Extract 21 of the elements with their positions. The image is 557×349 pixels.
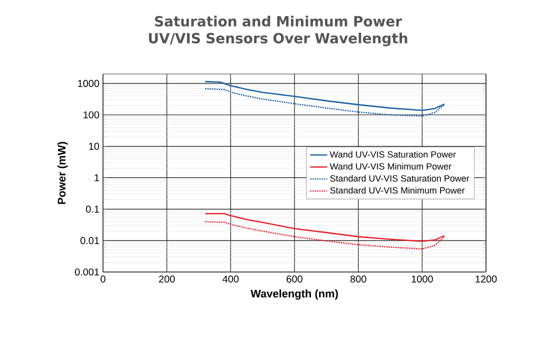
x-axis-title: Wavelength (nm) — [250, 289, 338, 300]
x-tick-label: 800 — [350, 276, 366, 283]
chart-title: Saturation and Minimum Power UV/VIS Sensors Over Wavelength — [148, 16, 408, 46]
x-tick-label: 1000 — [412, 276, 433, 283]
x-tick-label: 600 — [286, 276, 302, 283]
y-tick-label: 100 — [84, 111, 100, 118]
legend-label: Wand UV-VIS Saturation Power — [330, 151, 456, 158]
legend-label: Standard UV-VIS Minimum Power — [330, 186, 465, 194]
y-tick-label: 0.001 — [74, 268, 99, 276]
x-tick-label: 0 — [100, 276, 106, 283]
x-tick-label: 400 — [222, 276, 239, 283]
y-tick-label: 0.1 — [86, 206, 100, 213]
y-tick-label: 1000 — [78, 80, 100, 87]
legend-label: Wand UV-VIS Minimum Power — [330, 163, 452, 170]
y-tick-label: 0.01 — [80, 237, 99, 244]
legend-label: Standard UV-VIS Saturation Power — [330, 174, 470, 182]
y-axis-title: Power (mW) — [57, 142, 68, 204]
y-tick-label: 1 — [94, 174, 100, 182]
x-tick-label: 200 — [159, 276, 175, 283]
x-tick-label: 1200 — [476, 276, 497, 283]
y-tick-label: 10 — [89, 142, 100, 150]
